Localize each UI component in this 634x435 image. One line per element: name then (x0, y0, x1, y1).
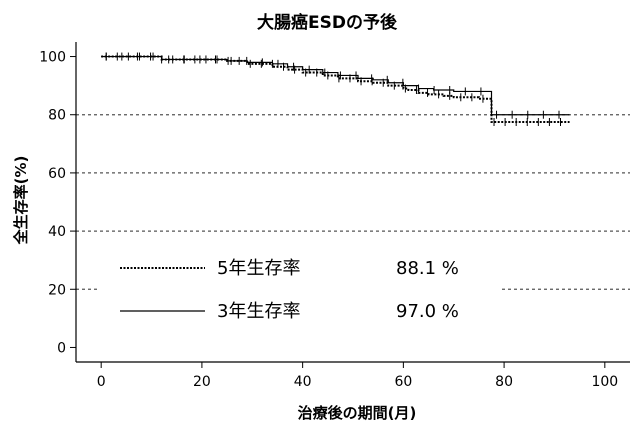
legend-background (100, 250, 500, 324)
y-tick-label-40: 40 (48, 224, 66, 240)
legend-label-3yr: 3年生存率 (217, 301, 300, 322)
x-tick-label-0: 0 (97, 374, 106, 390)
y-axis-title: 全生存率(%) (12, 156, 30, 246)
series-line-5yr (101, 55, 570, 123)
x-tick-label-20: 20 (193, 374, 211, 390)
x-axis-ticks: 0 20 40 60 80 100 (97, 362, 618, 390)
y-tick-label-80: 80 (48, 108, 66, 124)
legend: 5年生存率 88.1 % 3年生存率 97.0 % (100, 250, 500, 324)
x-tick-label-80: 80 (495, 374, 513, 390)
y-tick-label-0: 0 (57, 340, 66, 356)
legend-rate-5yr: 88.1 % (396, 258, 459, 279)
legend-label-5yr: 5年生存率 (217, 258, 300, 279)
y-tick-label-20: 20 (48, 282, 66, 298)
y-tick-label-100: 100 (39, 50, 66, 66)
survival-curves (101, 55, 570, 123)
x-tick-label-60: 60 (394, 374, 412, 390)
chart-title: 大腸癌ESDの予後 (257, 12, 398, 33)
x-axis-title: 治療後の期間(月) (298, 404, 417, 422)
y-axis-ticks: 0 20 40 60 80 100 (39, 50, 76, 356)
series-line-3yr (101, 55, 570, 116)
y-tick-label-60: 60 (48, 166, 66, 182)
x-tick-label-100: 100 (591, 374, 618, 390)
censor-marks (105, 52, 561, 126)
legend-rate-3yr: 97.0 % (396, 301, 459, 322)
x-tick-label-40: 40 (294, 374, 312, 390)
